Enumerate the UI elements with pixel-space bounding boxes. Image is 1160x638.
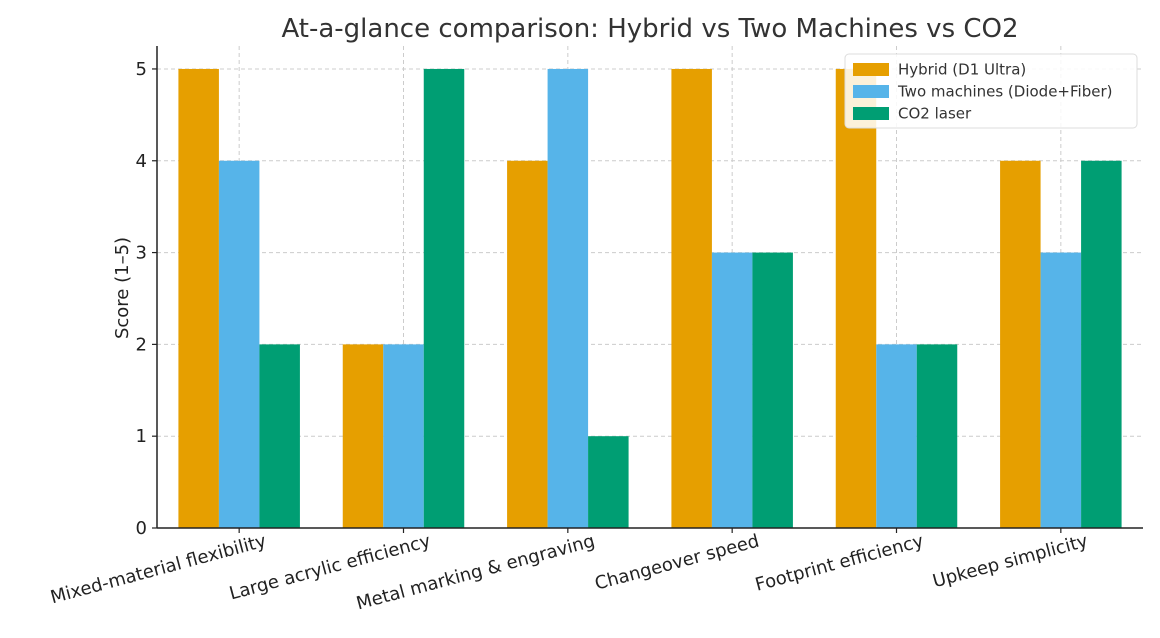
bars-layer bbox=[178, 68, 1122, 529]
bar-1-5 bbox=[835, 68, 877, 528]
y-tick-label: 0 bbox=[136, 518, 147, 539]
y-tick-label: 4 bbox=[136, 151, 147, 172]
bar-1-6 bbox=[1000, 160, 1041, 528]
bar-3-3 bbox=[588, 436, 629, 528]
legend-box bbox=[844, 53, 1138, 129]
y-tick-label: 5 bbox=[136, 59, 147, 80]
legend-swatch bbox=[853, 107, 889, 120]
bar-3-4 bbox=[752, 252, 793, 529]
legend-label: CO2 laser bbox=[898, 105, 972, 123]
bar-3-5 bbox=[916, 344, 958, 528]
y-tick-labels: 0 1 2 3 4 5 bbox=[136, 59, 147, 539]
bar-3-1 bbox=[259, 344, 300, 528]
legend-swatch bbox=[853, 63, 889, 76]
legend-swatch bbox=[853, 85, 889, 98]
bar-3-6 bbox=[1081, 160, 1122, 528]
chart-title: At-a-glance comparison: Hybrid vs Two Ma… bbox=[281, 14, 1018, 44]
bar-1-3 bbox=[507, 160, 548, 528]
x-tick-label: Upkeep simplicity bbox=[930, 530, 1090, 592]
x-tick-label: Changeover speed bbox=[593, 531, 762, 595]
bar-1-4 bbox=[671, 68, 712, 528]
y-tick-label: 2 bbox=[136, 334, 147, 355]
x-tick-label: Footprint efficiency bbox=[753, 530, 926, 595]
y-tick-label: 1 bbox=[136, 426, 147, 447]
bar-2-4 bbox=[711, 252, 753, 529]
bar-2-2 bbox=[383, 344, 424, 528]
bar-3-2 bbox=[423, 68, 465, 528]
bar-1-2 bbox=[342, 344, 384, 528]
legend-label: Two machines (Diode+Fiber) bbox=[897, 83, 1112, 101]
bar-2-1 bbox=[218, 160, 260, 528]
bar-2-3 bbox=[547, 68, 589, 528]
axes-layer bbox=[152, 46, 1143, 533]
bar-2-6 bbox=[1040, 252, 1082, 529]
y-axis-label: Score (1–5) bbox=[112, 237, 133, 339]
bar-1-1 bbox=[178, 68, 219, 528]
y-tick-label: 3 bbox=[136, 243, 147, 264]
bar-2-5 bbox=[876, 344, 917, 528]
legend: Hybrid (D1 Ultra) Two machines (Diode+Fib… bbox=[844, 53, 1138, 129]
legend-label: Hybrid (D1 Ultra) bbox=[898, 61, 1026, 79]
